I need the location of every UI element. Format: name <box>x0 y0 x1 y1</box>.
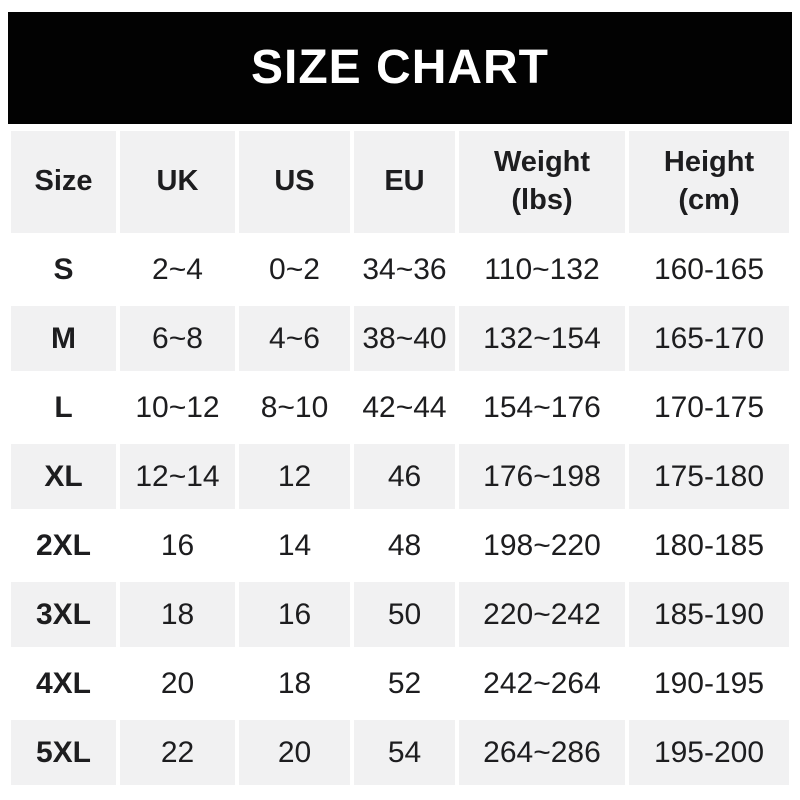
size-chart-banner: SIZE CHART <box>8 12 792 124</box>
cell-size: 3XL <box>11 582 116 647</box>
cell-size: M <box>11 306 116 371</box>
cell-size: 4XL <box>11 651 116 716</box>
cell-weight: 198~220 <box>459 513 625 578</box>
cell-uk: 12~14 <box>120 444 235 509</box>
column-header-us: US <box>239 131 350 233</box>
header-row: Size UK US EU Weight (lbs) Height (cm) <box>11 131 789 233</box>
cell-size: XL <box>11 444 116 509</box>
cell-weight: 154~176 <box>459 375 625 440</box>
cell-uk: 10~12 <box>120 375 235 440</box>
cell-weight: 176~198 <box>459 444 625 509</box>
table-row: S 2~4 0~2 34~36 110~132 160-165 <box>11 237 789 302</box>
table-row: M 6~8 4~6 38~40 132~154 165-170 <box>11 306 789 371</box>
cell-uk: 20 <box>120 651 235 716</box>
cell-height: 190-195 <box>629 651 789 716</box>
cell-height: 165-170 <box>629 306 789 371</box>
cell-us: 14 <box>239 513 350 578</box>
cell-uk: 16 <box>120 513 235 578</box>
column-header-weight: Weight (lbs) <box>459 131 625 233</box>
table-row: 2XL 16 14 48 198~220 180-185 <box>11 513 789 578</box>
cell-weight: 132~154 <box>459 306 625 371</box>
cell-eu: 34~36 <box>354 237 455 302</box>
page-title: SIZE CHART <box>251 41 549 94</box>
cell-size: 2XL <box>11 513 116 578</box>
table-body: S 2~4 0~2 34~36 110~132 160-165 M 6~8 4~6 38~40 13… <box>11 237 789 785</box>
cell-us: 20 <box>239 720 350 785</box>
cell-weight: 242~264 <box>459 651 625 716</box>
table-row: 4XL 20 18 52 242~264 190-195 <box>11 651 789 716</box>
column-header-eu: EU <box>354 131 455 233</box>
cell-eu: 46 <box>354 444 455 509</box>
column-header-uk: UK <box>120 131 235 233</box>
cell-height: 160-165 <box>629 237 789 302</box>
cell-height: 195-200 <box>629 720 789 785</box>
cell-uk: 22 <box>120 720 235 785</box>
table-row: 3XL 18 16 50 220~242 185-190 <box>11 582 789 647</box>
cell-height: 170-175 <box>629 375 789 440</box>
size-chart-table: Size UK US EU Weight (lbs) Height (cm) S… <box>7 127 793 789</box>
cell-weight: 110~132 <box>459 237 625 302</box>
cell-eu: 38~40 <box>354 306 455 371</box>
cell-us: 12 <box>239 444 350 509</box>
cell-weight: 264~286 <box>459 720 625 785</box>
column-header-height: Height (cm) <box>629 131 789 233</box>
cell-uk: 6~8 <box>120 306 235 371</box>
cell-height: 180-185 <box>629 513 789 578</box>
cell-us: 0~2 <box>239 237 350 302</box>
cell-us: 16 <box>239 582 350 647</box>
cell-eu: 52 <box>354 651 455 716</box>
table-row: XL 12~14 12 46 176~198 175-180 <box>11 444 789 509</box>
cell-height: 185-190 <box>629 582 789 647</box>
table-row: 5XL 22 20 54 264~286 195-200 <box>11 720 789 785</box>
cell-size: L <box>11 375 116 440</box>
cell-size: S <box>11 237 116 302</box>
cell-height: 175-180 <box>629 444 789 509</box>
cell-uk: 18 <box>120 582 235 647</box>
cell-uk: 2~4 <box>120 237 235 302</box>
column-header-size: Size <box>11 131 116 233</box>
cell-weight: 220~242 <box>459 582 625 647</box>
cell-eu: 42~44 <box>354 375 455 440</box>
cell-size: 5XL <box>11 720 116 785</box>
table-row: L 10~12 8~10 42~44 154~176 170-175 <box>11 375 789 440</box>
cell-us: 4~6 <box>239 306 350 371</box>
table-head: Size UK US EU Weight (lbs) Height (cm) <box>11 131 789 233</box>
cell-us: 18 <box>239 651 350 716</box>
cell-eu: 54 <box>354 720 455 785</box>
cell-us: 8~10 <box>239 375 350 440</box>
cell-eu: 48 <box>354 513 455 578</box>
cell-eu: 50 <box>354 582 455 647</box>
